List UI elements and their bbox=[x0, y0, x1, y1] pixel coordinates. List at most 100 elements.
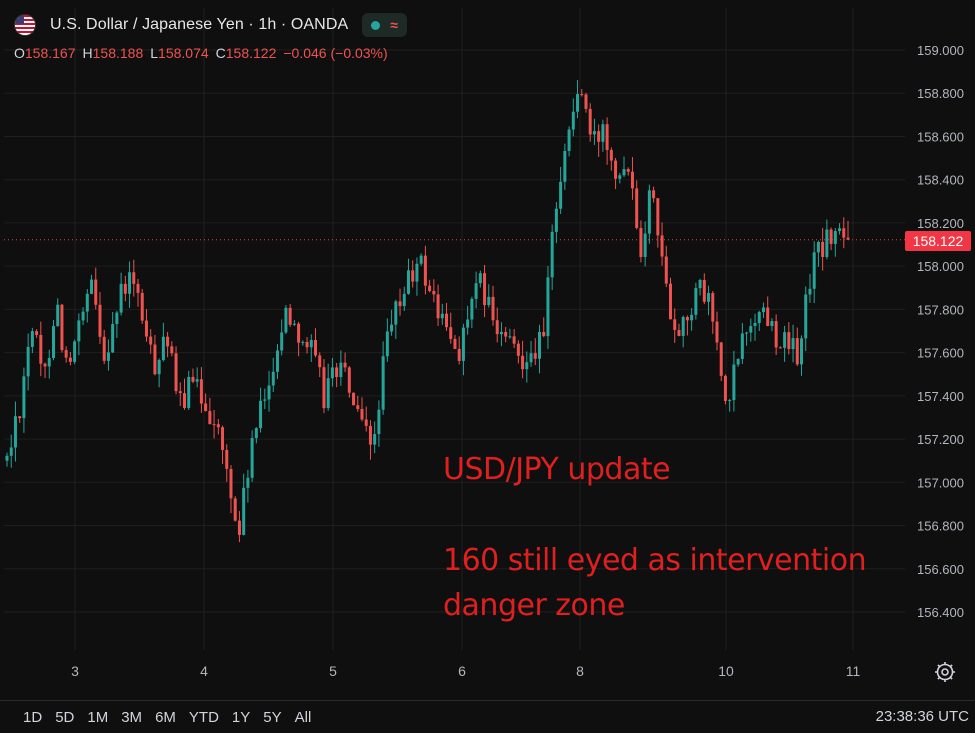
candle-body bbox=[525, 362, 529, 370]
candle-body bbox=[812, 252, 816, 289]
range-5y-button[interactable]: 5Y bbox=[263, 708, 282, 726]
candle-body bbox=[237, 520, 241, 535]
low-label: L bbox=[150, 45, 159, 61]
candle-body bbox=[685, 316, 689, 321]
candle-body bbox=[292, 323, 296, 325]
candle-body bbox=[402, 293, 406, 307]
range-1y-button[interactable]: 1Y bbox=[231, 708, 251, 726]
candle-body bbox=[368, 425, 372, 445]
candle-body bbox=[521, 355, 525, 370]
candle-body bbox=[415, 263, 419, 282]
candle-body bbox=[5, 455, 9, 461]
candle-body bbox=[647, 190, 651, 234]
time-tick-label: 8 bbox=[576, 663, 584, 679]
candle-body bbox=[622, 169, 626, 176]
candle-body bbox=[119, 283, 123, 313]
range-3m-button[interactable]: 3M bbox=[121, 708, 143, 726]
price-tick-label: 157.000 bbox=[917, 475, 964, 490]
candle-body bbox=[161, 336, 165, 361]
range-1d-button[interactable]: 1D bbox=[23, 708, 43, 726]
candle-body bbox=[499, 331, 503, 335]
range-all-button[interactable]: All bbox=[294, 708, 312, 726]
price-chart[interactable]: 159.000 158.800 158.600 158.400 158.200 158.0… bbox=[0, 0, 975, 700]
candle-body bbox=[630, 171, 634, 189]
candle-body bbox=[504, 331, 508, 337]
candle-body bbox=[774, 321, 778, 348]
range-1m-button[interactable]: 1M bbox=[87, 708, 109, 726]
candle-body bbox=[664, 256, 668, 284]
candle-body bbox=[106, 352, 110, 361]
candle-body bbox=[364, 419, 368, 426]
candle-body bbox=[690, 314, 694, 321]
candle-body bbox=[216, 424, 220, 428]
candle-body bbox=[554, 208, 558, 232]
candle-body bbox=[225, 449, 229, 469]
candle-body bbox=[280, 332, 284, 351]
time-tick-label: 5 bbox=[329, 663, 337, 679]
candle-body bbox=[711, 293, 715, 322]
price-tick-label: 158.200 bbox=[917, 216, 964, 231]
price-tick-label: 158.400 bbox=[917, 173, 964, 188]
candle-body bbox=[445, 313, 449, 328]
candle-body bbox=[221, 427, 225, 450]
close-label: C bbox=[215, 45, 226, 61]
candle-body bbox=[474, 283, 478, 299]
candle-body bbox=[576, 94, 580, 112]
candle-body bbox=[356, 405, 360, 409]
candle-body bbox=[314, 339, 318, 356]
candle-body bbox=[381, 356, 385, 410]
chart-header: U.S. Dollar / Japanese Yen · 1h · OANDA … bbox=[14, 12, 407, 38]
candle-body bbox=[208, 411, 212, 425]
candle-body bbox=[533, 353, 537, 359]
candle-body bbox=[829, 229, 833, 244]
candle-body bbox=[275, 350, 279, 372]
range-6m-button[interactable]: 6M bbox=[155, 708, 176, 726]
current-price-tag: 158.122 bbox=[905, 231, 971, 251]
candle-body bbox=[51, 326, 55, 359]
time-tick-label: 4 bbox=[200, 663, 208, 679]
price-tick-label: 157.600 bbox=[917, 346, 964, 361]
range-5d-button[interactable]: 5D bbox=[55, 708, 75, 726]
candle-body bbox=[639, 227, 643, 258]
price-tick-label: 159.000 bbox=[917, 43, 964, 58]
status-indicators[interactable]: ≈ bbox=[362, 13, 407, 37]
gear-icon[interactable] bbox=[933, 660, 957, 684]
price-tick-label: 156.800 bbox=[917, 519, 964, 534]
candle-body bbox=[698, 279, 702, 289]
candle-body bbox=[732, 364, 736, 401]
candle-body bbox=[580, 94, 584, 96]
candle-body bbox=[43, 363, 47, 367]
candle-body bbox=[18, 416, 22, 419]
candle-body bbox=[30, 331, 34, 347]
candle-body bbox=[432, 291, 436, 295]
candle-body bbox=[390, 324, 394, 332]
candle-body bbox=[804, 294, 808, 339]
candle-body bbox=[821, 241, 825, 257]
utc-clock[interactable]: 23:38:36 UTC bbox=[875, 708, 969, 725]
candle-body bbox=[81, 311, 85, 321]
candle-body bbox=[745, 332, 749, 334]
candle-body bbox=[537, 331, 541, 359]
candle-body bbox=[330, 367, 334, 379]
candle-body bbox=[728, 400, 732, 402]
candle-body bbox=[90, 279, 94, 294]
candle-body bbox=[22, 376, 26, 419]
candle-body bbox=[102, 336, 106, 361]
candle-body bbox=[77, 320, 81, 342]
symbol-title[interactable]: U.S. Dollar / Japanese Yen · 1h · OANDA bbox=[50, 16, 349, 33]
candle-body bbox=[466, 319, 470, 328]
candle-body bbox=[419, 255, 423, 264]
candle-body bbox=[508, 336, 512, 338]
candle-body bbox=[406, 270, 410, 294]
close-value: 158.122 bbox=[225, 45, 277, 61]
candle-body bbox=[73, 341, 77, 362]
candle-body bbox=[343, 362, 347, 368]
candle-body bbox=[571, 111, 575, 130]
candle-body bbox=[816, 241, 820, 253]
range-ytd-button[interactable]: YTD bbox=[188, 708, 219, 726]
candle-body bbox=[373, 434, 377, 445]
candle-body bbox=[178, 391, 182, 394]
candle-body bbox=[719, 342, 723, 376]
candle-body bbox=[254, 428, 258, 439]
candle-body bbox=[453, 338, 457, 349]
